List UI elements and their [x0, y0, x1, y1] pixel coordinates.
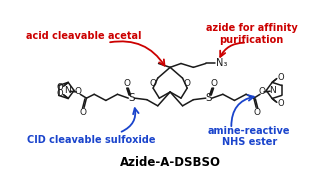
Text: azide for affinity
purification: azide for affinity purification: [206, 23, 297, 45]
Text: O: O: [80, 108, 87, 116]
Text: O: O: [74, 88, 81, 96]
Text: S: S: [128, 93, 135, 103]
Text: O: O: [56, 89, 63, 98]
Text: N₃: N₃: [216, 58, 228, 68]
Text: O: O: [277, 73, 284, 82]
Text: O: O: [253, 108, 260, 116]
Text: O: O: [123, 79, 130, 88]
Text: O: O: [277, 99, 284, 108]
Text: O: O: [150, 79, 157, 88]
Text: N: N: [64, 86, 71, 95]
Text: CID cleavable sulfoxide: CID cleavable sulfoxide: [27, 136, 155, 146]
Text: O: O: [259, 88, 266, 96]
Text: O: O: [210, 79, 217, 88]
Text: Azide-A-DSBSO: Azide-A-DSBSO: [120, 156, 221, 169]
Text: S: S: [206, 93, 212, 103]
Text: amine-reactive
NHS ester: amine-reactive NHS ester: [208, 126, 290, 147]
Text: N: N: [269, 86, 276, 95]
Text: O: O: [184, 79, 191, 88]
Text: O: O: [56, 83, 63, 91]
Text: acid cleavable acetal: acid cleavable acetal: [26, 31, 142, 41]
